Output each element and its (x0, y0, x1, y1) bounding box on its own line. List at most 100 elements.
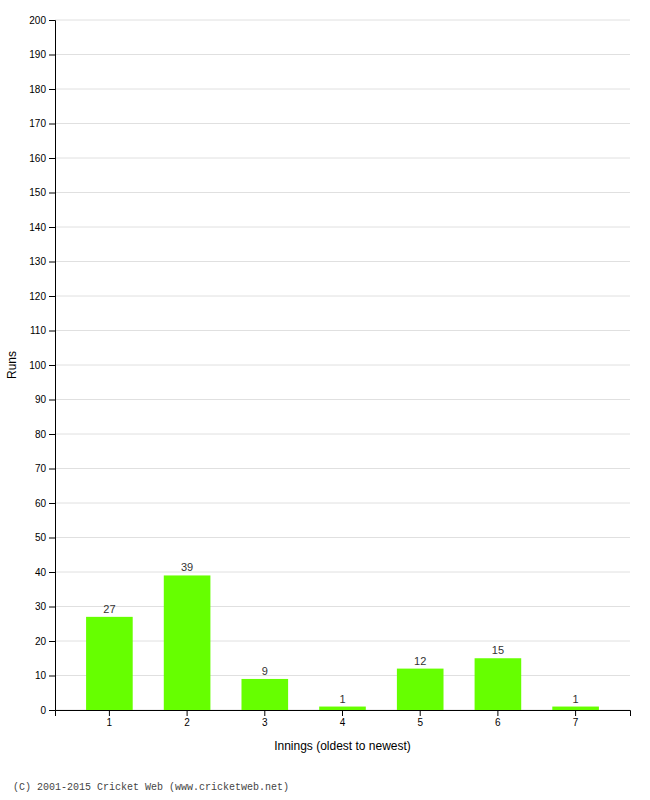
tick-mark (49, 193, 55, 194)
tick-label: 180 (29, 84, 46, 95)
tick: 100 (29, 360, 55, 371)
data-label: 1 (339, 693, 345, 705)
bar (241, 679, 288, 710)
grid-line (55, 192, 630, 193)
grid-line (55, 365, 630, 366)
tick-mark (49, 676, 55, 677)
grid-line (55, 330, 630, 331)
plot: 2739911215101020304050607080901001101201… (29, 15, 630, 728)
tick-label: 120 (29, 291, 46, 302)
tick-mark (49, 469, 55, 470)
tick-mark (49, 89, 55, 90)
tick-label: 2 (184, 717, 190, 728)
tick-label: 5 (417, 717, 423, 728)
tick: 70 (35, 463, 55, 474)
tick-mark (49, 20, 55, 21)
bar (397, 669, 444, 710)
tick-label: 60 (35, 498, 47, 509)
grid-line (55, 158, 630, 159)
tick-mark (264, 710, 265, 716)
tick-label: 200 (29, 15, 46, 26)
tick: 200 (29, 15, 55, 26)
data-labels: 27399112151 (103, 561, 578, 704)
tick-label: 110 (30, 325, 46, 336)
tick: 90 (35, 394, 55, 405)
tick-label: 4 (340, 717, 346, 728)
grid-line (55, 296, 630, 297)
y-axis: 0 10 20 30 40 50 60 70 80 90 100 110 120 130 140 150 160… (29, 15, 55, 716)
tick-label: 70 (35, 463, 47, 474)
tick-label: 10 (35, 670, 47, 681)
bar (164, 575, 211, 710)
tick-mark (420, 710, 421, 716)
tick-label: 20 (35, 636, 47, 647)
tick-mark (49, 400, 55, 401)
tick-mark (49, 365, 55, 366)
grid-line (55, 675, 630, 676)
tick-label: 80 (35, 429, 47, 440)
tick-label: 7 (573, 717, 579, 728)
tick-mark (49, 503, 55, 504)
tick-label: 150 (29, 187, 46, 198)
tick: 40 (35, 567, 55, 578)
tick-label: 6 (495, 717, 501, 728)
tick-mark (49, 434, 55, 435)
data-label: 12 (414, 655, 426, 667)
grid-line (55, 399, 630, 400)
axis-line (56, 711, 631, 717)
tick: 1 (107, 710, 113, 728)
tick: 20 (35, 636, 55, 647)
tick-label: 90 (35, 394, 47, 405)
bar (475, 658, 522, 710)
tick-mark (187, 710, 188, 716)
bar (319, 707, 366, 710)
tick-mark (49, 158, 55, 159)
tick: 2 (184, 710, 190, 728)
grid (55, 20, 630, 710)
tick-mark (49, 296, 55, 297)
grid-line (55, 641, 630, 642)
data-label: 39 (181, 561, 193, 573)
tick-label: 160 (29, 153, 46, 164)
tick-mark (49, 331, 55, 332)
tick-mark (109, 710, 110, 716)
bar (552, 707, 599, 710)
tick-mark (49, 124, 55, 125)
tick-label: 50 (35, 532, 47, 543)
bar (86, 617, 133, 710)
tick-mark (49, 641, 55, 642)
grid-line (55, 468, 630, 469)
chart: 2739911215101020304050607080901001101201… (0, 0, 650, 800)
tick-mark (49, 227, 55, 228)
tick-mark (49, 607, 55, 608)
tick-label: 170 (29, 118, 46, 129)
tick: 10 (35, 670, 55, 681)
tick-label: 1 (107, 717, 113, 728)
x-axis-title: Innings (oldest to newest) (274, 739, 411, 753)
tick-label: 3 (262, 717, 268, 728)
tick-label: 130 (29, 256, 46, 267)
tick: 130 (29, 256, 55, 267)
tick-mark (497, 710, 498, 716)
grid-line (55, 503, 630, 504)
grid-line (55, 606, 630, 607)
tick-mark (49, 55, 55, 56)
x-axis: 1 2 3 4 5 6 7 (56, 710, 631, 728)
tick: 60 (35, 498, 55, 509)
tick: 5 (417, 710, 423, 728)
tick: 170 (29, 118, 55, 129)
tick: 190 (29, 49, 55, 60)
tick: 140 (29, 222, 55, 233)
tick: 0 (40, 705, 55, 716)
tick: 50 (35, 532, 55, 543)
tick: 120 (29, 291, 55, 302)
tick: 180 (29, 84, 55, 95)
y-axis-title: Runs (5, 351, 19, 379)
bars (86, 575, 599, 710)
data-label: 1 (573, 693, 579, 705)
tick: 30 (35, 601, 55, 612)
tick-label: 30 (35, 601, 47, 612)
tick: 3 (262, 710, 268, 728)
data-label: 9 (262, 665, 268, 677)
grid-line (55, 572, 630, 573)
